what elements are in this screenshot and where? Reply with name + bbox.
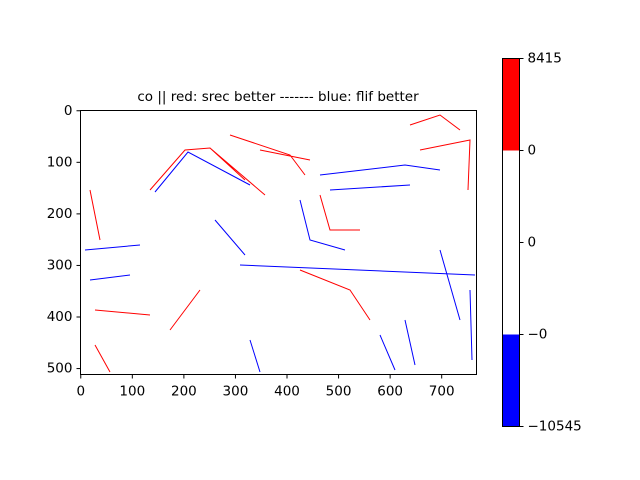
x-tick-label: 600 [377,384,403,400]
chart-title: co || red: srec better ------- blue: fli… [137,89,419,105]
x-tick-label: 500 [326,384,352,400]
x-tick-label: 700 [429,384,455,400]
colorbar-tick-label: −10545 [528,419,582,435]
colorbar-tick-label: −0 [528,327,548,343]
x-tick-label: 100 [119,384,145,400]
y-tick-label: 200 [47,206,73,222]
colorbar-segment [502,242,520,335]
colorbar-tick-label: 8415 [528,51,562,67]
colorbar-segment [502,58,520,151]
y-tick-label: 500 [47,361,73,377]
x-tick-label: 300 [223,384,249,400]
y-tick-label: 100 [47,154,73,170]
x-tick-label: 0 [76,384,85,400]
image-content [84,114,476,373]
colorbar-tick-label: 0 [528,235,537,251]
axes-frame [80,110,477,375]
y-tick-label: 300 [47,257,73,273]
y-tick-label: 0 [64,103,73,119]
x-tick-label: 400 [274,384,300,400]
y-tick-label: 400 [47,309,73,325]
colorbar-tick-label: 0 [528,143,537,159]
colorbar-segment [502,334,520,427]
colorbar-segment [502,150,520,243]
x-tick-label: 200 [171,384,197,400]
